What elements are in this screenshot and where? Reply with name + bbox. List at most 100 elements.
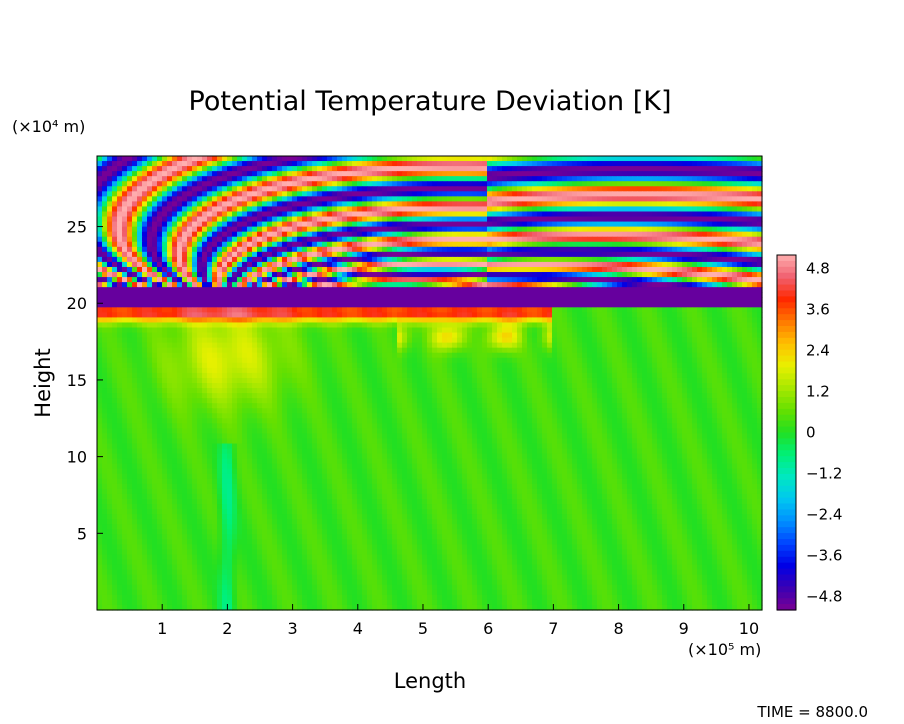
heatmap-cell (527, 302, 533, 308)
heatmap-cell (757, 322, 763, 329)
heatmap-cell (367, 186, 373, 192)
heatmap-cell (287, 166, 293, 172)
heatmap-cell (462, 201, 468, 208)
heatmap-cell (322, 201, 328, 208)
heatmap-cell (617, 292, 623, 298)
heatmap-cell (682, 327, 688, 334)
heatmap-cell (717, 297, 723, 303)
heatmap-cell (692, 251, 698, 258)
heatmap-cell (492, 206, 498, 213)
heatmap-cell (102, 206, 108, 213)
heatmap-cell (262, 261, 268, 268)
heatmap-cell (522, 337, 528, 344)
heatmap-cell (542, 282, 548, 288)
heatmap-cell (137, 292, 143, 298)
heatmap-cell (322, 221, 328, 228)
heatmap-cell (152, 196, 158, 202)
heatmap-cell (322, 186, 328, 192)
heatmap-cell (452, 236, 458, 243)
heatmap-cell (587, 272, 593, 278)
heatmap-cell (367, 191, 373, 197)
heatmap-cell (727, 166, 733, 172)
heatmap-cell (347, 332, 353, 339)
heatmap-cell (287, 156, 293, 162)
heatmap-cell (577, 231, 583, 238)
heatmap-cell (632, 297, 638, 303)
heatmap-cell (137, 156, 143, 162)
heatmap-cell (102, 251, 108, 258)
heatmap-cell (302, 317, 308, 324)
heatmap-cell (247, 186, 253, 192)
heatmap-cell (742, 277, 748, 283)
heatmap-cell (297, 307, 303, 313)
heatmap-cell (217, 272, 223, 278)
heatmap-cell (497, 261, 503, 268)
heatmap-cell (482, 201, 488, 208)
heatmap-cell (202, 272, 208, 278)
heatmap-cell (297, 166, 303, 172)
heatmap-cell (172, 191, 178, 197)
heatmap-cell (427, 342, 433, 349)
heatmap-cell (367, 277, 373, 283)
heatmap-cell (447, 201, 453, 208)
heatmap-cell (217, 216, 223, 223)
heatmap-cell (212, 337, 218, 344)
heatmap-cell (222, 216, 228, 223)
heatmap-cell (172, 292, 178, 298)
heatmap-cell (697, 156, 703, 162)
heatmap-cell (327, 166, 333, 172)
heatmap-cell (722, 292, 728, 298)
heatmap-cell (742, 251, 748, 258)
heatmap-cell (707, 322, 713, 329)
heatmap-cell (652, 196, 658, 202)
heatmap-cell (597, 231, 603, 238)
heatmap-cell (117, 272, 123, 278)
heatmap-cell (467, 231, 473, 238)
heatmap-cell (122, 277, 128, 283)
heatmap-cell (137, 277, 143, 283)
heatmap-cell (167, 206, 173, 213)
heatmap-cell (537, 246, 543, 253)
heatmap-cell (727, 186, 733, 192)
heatmap-cell (732, 292, 738, 298)
heatmap-cell (647, 186, 653, 192)
heatmap-cell (517, 332, 523, 339)
heatmap-cell (212, 307, 218, 313)
heatmap-cell (677, 206, 683, 213)
heatmap-cell (442, 332, 448, 339)
heatmap-cell (457, 196, 463, 202)
heatmap-cell (357, 156, 363, 162)
heatmap-cell (117, 176, 123, 182)
heatmap-cell (282, 312, 288, 319)
heatmap-cell (592, 261, 598, 268)
heatmap-cell (647, 251, 653, 258)
heatmap-cell (502, 307, 508, 313)
heatmap-cell (352, 166, 358, 172)
heatmap-cell (222, 302, 228, 308)
heatmap-cell (122, 297, 128, 303)
heatmap-cell (327, 302, 333, 308)
heatmap-cell (522, 317, 528, 324)
heatmap-cell (302, 297, 308, 303)
heatmap-cell (237, 307, 243, 313)
heatmap-cell (537, 171, 543, 177)
heatmap-cell (292, 181, 298, 187)
heatmap-cell (212, 287, 218, 293)
heatmap-cell (667, 261, 673, 268)
heatmap-cell (357, 266, 363, 273)
heatmap-cell (192, 332, 198, 339)
heatmap-cell (437, 322, 443, 329)
heatmap-cell (682, 226, 688, 233)
heatmap-cell (177, 161, 183, 167)
heatmap-cell (562, 337, 568, 344)
heatmap-cell (407, 201, 413, 208)
heatmap-cell (687, 186, 693, 192)
heatmap-cell (367, 156, 373, 162)
heatmap-cell (442, 181, 448, 187)
heatmap-cell (252, 297, 258, 303)
heatmap-cell (152, 337, 158, 344)
heatmap-cell (372, 272, 378, 278)
heatmap-cell (727, 176, 733, 182)
heatmap-cell (532, 327, 538, 334)
heatmap-cell (332, 332, 338, 339)
